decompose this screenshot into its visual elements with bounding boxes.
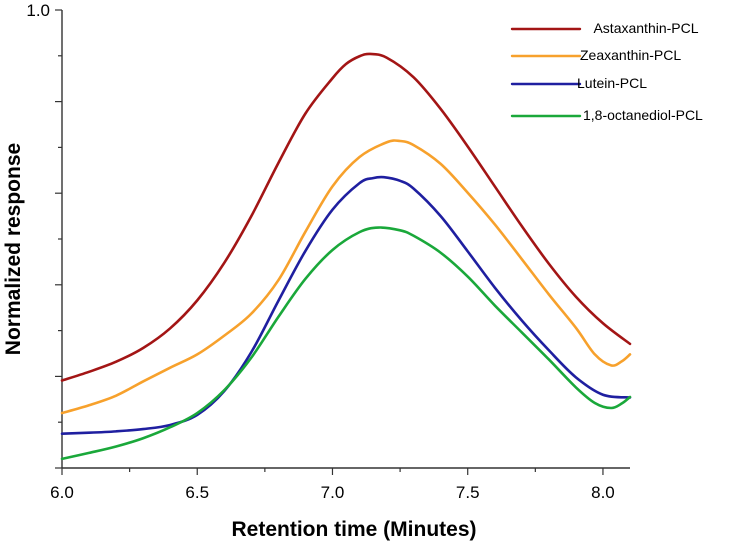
legend: Astaxanthin-PCL Zeaxanthin-PCL Lutein-PCL 1… [510,20,703,123]
series-line-1-8-octanediol-pcl [60,226,632,461]
legend-label-astaxanthin-pcl: Astaxanthin-PCL [593,20,698,36]
legend-label-zeaxanthin-pcl: Zeaxanthin-PCL [580,47,681,63]
legend-label-1-8-octanediol-pcl: 1,8-octanediol-PCL [583,107,703,123]
legend-label-lutein-pcl: Lutein-PCL [577,75,647,91]
x-tick-label: 6.5 [185,483,209,502]
y-axis-title: Normalized response [2,143,25,355]
y-ticks: 1.0 [26,1,62,469]
x-tick-label: 8.0 [591,483,615,502]
series-line-astaxanthin-pcl [60,52,632,382]
x-tick-label: 7.0 [321,483,345,502]
x-axis-title: Retention time (Minutes) [232,518,477,541]
series-line-zeaxanthin-pcl [60,139,632,415]
x-tick-label: 7.5 [456,483,480,502]
x-tick-label: 6.0 [50,483,74,502]
y-tick-label: 1.0 [26,1,50,20]
x-ticks: 6.0 6.5 7.0 7.5 8.0 [50,468,615,502]
series-layer [60,52,632,461]
series-line-lutein-pcl [60,175,632,435]
